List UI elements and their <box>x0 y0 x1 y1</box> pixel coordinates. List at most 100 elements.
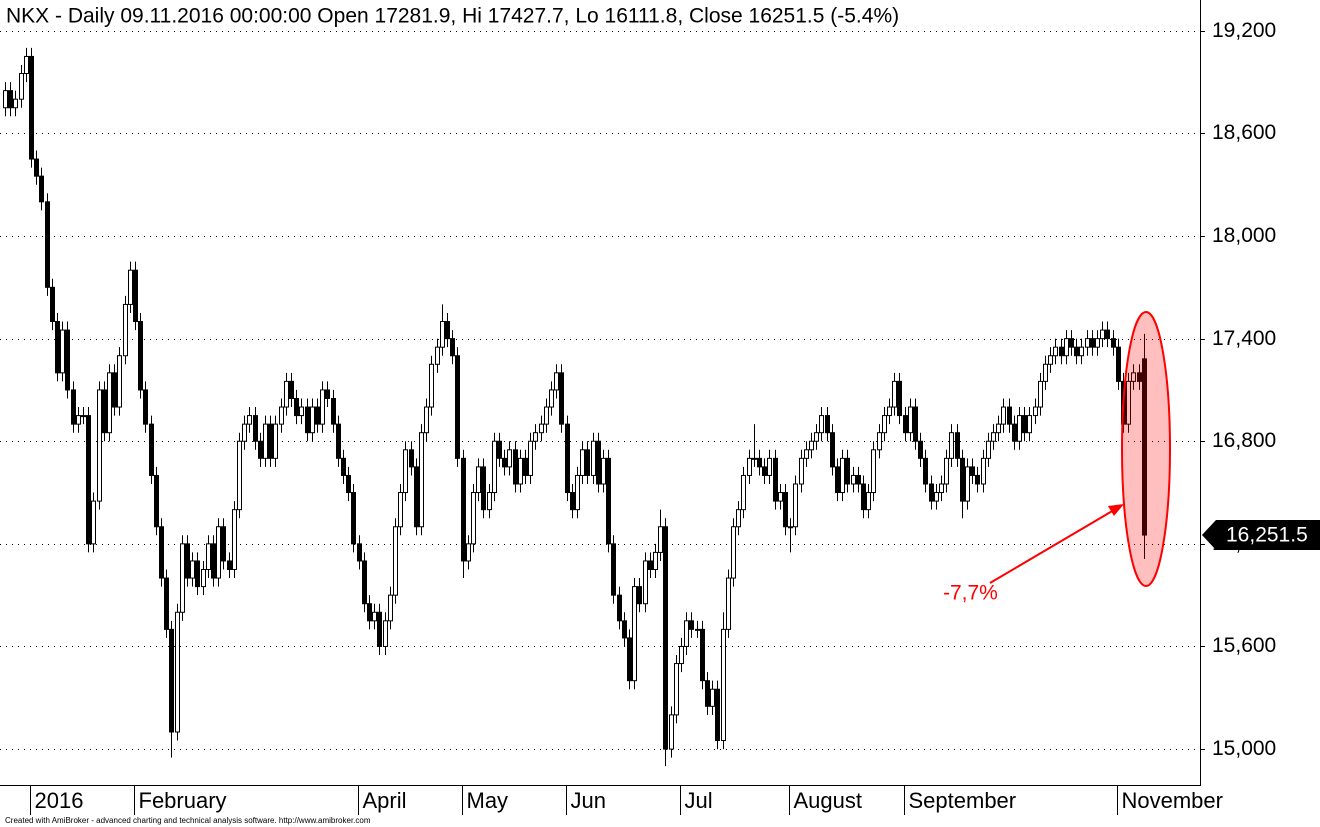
x-tick-label: August <box>794 788 863 813</box>
candle-body <box>929 483 934 502</box>
candle-body <box>861 483 866 511</box>
candle-body <box>1085 338 1090 348</box>
candle-body <box>554 372 559 391</box>
candle-body <box>565 423 570 494</box>
candle-body <box>991 432 996 442</box>
candle-body <box>195 560 200 588</box>
candle-body <box>419 432 424 528</box>
candle-body <box>1095 338 1100 348</box>
candle-body <box>606 457 611 545</box>
candle-body <box>227 560 232 571</box>
candle-body <box>1017 415 1022 442</box>
candle-body <box>346 474 351 494</box>
candle-body <box>476 466 481 494</box>
candle-body <box>487 492 492 511</box>
candle-body <box>1126 380 1131 425</box>
candle-body <box>175 611 180 733</box>
candle-body <box>45 201 50 288</box>
candle-body <box>403 449 408 494</box>
candle-body <box>331 397 336 425</box>
candle-body <box>143 389 148 425</box>
candle-body <box>955 432 960 459</box>
candle-body <box>409 449 414 468</box>
candle-body <box>689 620 694 630</box>
candle-body <box>268 423 273 459</box>
candle-body <box>372 611 377 622</box>
candle-body <box>336 423 341 459</box>
candle-body <box>50 286 55 323</box>
candle-body <box>19 73 24 100</box>
candle-body <box>700 628 705 682</box>
candle-body <box>440 321 445 348</box>
candle-body <box>1059 346 1064 357</box>
candle-body <box>669 714 674 750</box>
y-tick-label: 15,600 <box>1212 634 1276 657</box>
candle-body <box>793 483 798 528</box>
candle-body <box>528 440 533 476</box>
x-tick-label: April <box>363 788 407 813</box>
candle-body <box>741 474 746 511</box>
candle-body <box>112 372 117 408</box>
x-tick-label: November <box>1122 788 1223 813</box>
candle-body <box>34 158 39 177</box>
candle-body <box>383 620 388 647</box>
candle-body <box>1090 338 1095 348</box>
candle-body <box>773 457 778 502</box>
candle-body <box>8 90 13 109</box>
candle-body <box>1048 355 1053 365</box>
candle-body <box>981 457 986 485</box>
candle-body <box>294 397 299 417</box>
candle-body <box>721 628 726 742</box>
candle-body <box>471 492 476 545</box>
candle-body <box>445 321 450 340</box>
candle-body <box>643 560 648 605</box>
candle-body <box>695 628 700 631</box>
candle-body <box>24 55 29 75</box>
candle-body <box>523 457 528 476</box>
y-tick-label: 16,800 <box>1212 429 1276 452</box>
candle-body <box>71 389 76 425</box>
candle-body <box>934 492 939 502</box>
candle-body <box>1001 406 1006 425</box>
candle-body <box>455 355 460 459</box>
x-tick-label: Jun <box>571 788 606 813</box>
candle-body <box>877 432 882 451</box>
candle-body <box>617 594 622 622</box>
candle-body <box>237 440 242 511</box>
candle-body <box>81 415 86 418</box>
candle-body <box>674 663 679 716</box>
candle-body <box>502 457 507 468</box>
candle-body <box>684 620 689 647</box>
candle-body <box>814 432 819 442</box>
annotation-arrow <box>989 509 1115 584</box>
candle-body <box>897 380 902 417</box>
candle-body <box>970 466 975 476</box>
y-tick-label: 15,000 <box>1212 737 1276 760</box>
candle-body <box>164 577 169 630</box>
candle-body <box>1064 338 1069 357</box>
candle-body <box>731 526 736 579</box>
candle-body <box>918 440 923 459</box>
candle-body <box>533 432 538 442</box>
candle-body <box>913 406 918 442</box>
candle-body <box>481 466 486 511</box>
candle-body <box>1116 346 1121 382</box>
candle-body <box>86 415 91 545</box>
candle-body <box>315 406 320 425</box>
candle-body <box>596 440 601 485</box>
candle-body <box>107 372 112 434</box>
candle-body <box>492 440 497 494</box>
candle-body <box>39 175 44 203</box>
candle-body <box>1100 329 1105 340</box>
candle-body <box>632 586 637 682</box>
candle-body <box>559 372 564 425</box>
candle-body <box>305 406 310 434</box>
candle-body <box>788 526 793 529</box>
candle-body <box>242 423 247 442</box>
candle-body <box>76 415 81 425</box>
candle-body <box>279 406 284 425</box>
chart-title: NKX - Daily 09.11.2016 00:00:00 Open 172… <box>6 5 899 28</box>
candle-body <box>325 389 330 399</box>
candle-body <box>653 551 658 571</box>
candle-body <box>128 269 133 305</box>
